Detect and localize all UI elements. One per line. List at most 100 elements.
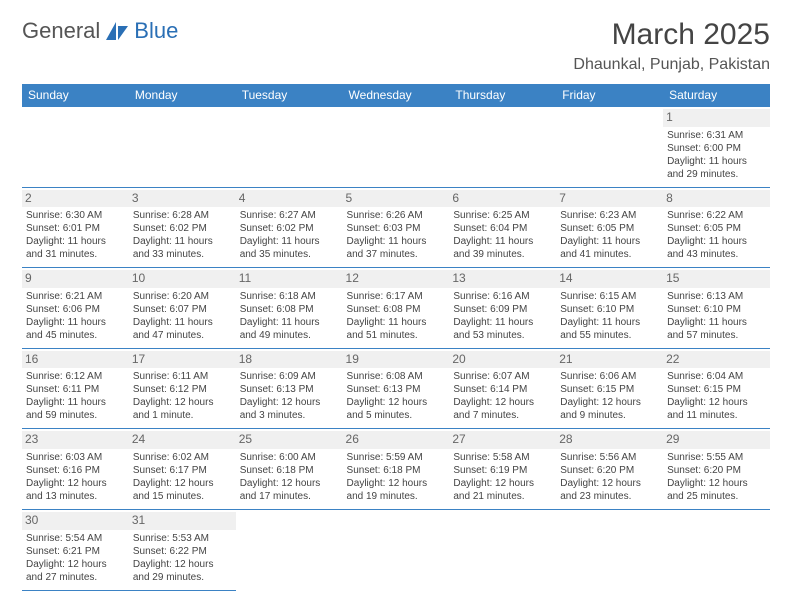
sunset-text: Sunset: 6:10 PM	[560, 303, 659, 316]
day-cell: 31Sunrise: 5:53 AMSunset: 6:22 PMDayligh…	[129, 509, 236, 590]
sunset-text: Sunset: 6:05 PM	[667, 222, 766, 235]
daylight-text: Daylight: 12 hours and 19 minutes.	[347, 477, 446, 503]
sunrise-text: Sunrise: 5:54 AM	[26, 532, 125, 545]
day-number: 25	[236, 431, 343, 449]
day-cell: 29Sunrise: 5:55 AMSunset: 6:20 PMDayligh…	[663, 429, 770, 510]
day-number: 3	[129, 190, 236, 208]
day-number: 16	[22, 351, 129, 369]
day-number: 24	[129, 431, 236, 449]
day-cell: 14 Sunrise: 6:15 AMSunset: 6:10 PMDayligh…	[556, 268, 663, 349]
day-cell: 27Sunrise: 5:58 AMSunset: 6:19 PMDayligh…	[449, 429, 556, 510]
empty-cell	[449, 509, 556, 590]
week-row: 2Sunrise: 6:30 AMSunset: 6:01 PMDaylight…	[22, 187, 770, 268]
sunrise-text: Sunrise: 6:09 AM	[240, 370, 339, 383]
day-cell: 21Sunrise: 6:06 AMSunset: 6:15 PMDayligh…	[556, 348, 663, 429]
day-cell: 8Sunrise: 6:22 AMSunset: 6:05 PMDaylight…	[663, 187, 770, 268]
calendar-table: SundayMondayTuesdayWednesdayThursdayFrid…	[22, 84, 770, 591]
day-cell: 28Sunrise: 5:56 AMSunset: 6:20 PMDayligh…	[556, 429, 663, 510]
sunset-text: Sunset: 6:05 PM	[560, 222, 659, 235]
day-number: 28	[556, 431, 663, 449]
day-cell: 9Sunrise: 6:21 AMSunset: 6:06 PMDaylight…	[22, 268, 129, 349]
sunset-text: Sunset: 6:07 PM	[133, 303, 232, 316]
empty-cell	[343, 509, 450, 590]
daylight-text: Daylight: 11 hours and 35 minutes.	[240, 235, 339, 261]
day-cell: 24Sunrise: 6:02 AMSunset: 6:17 PMDayligh…	[129, 429, 236, 510]
day-cell: 5Sunrise: 6:26 AMSunset: 6:03 PMDaylight…	[343, 187, 450, 268]
day-number: 13	[449, 270, 556, 288]
sunrise-text: Sunrise: 6:12 AM	[26, 370, 125, 383]
day-cell: 26Sunrise: 5:59 AMSunset: 6:18 PMDayligh…	[343, 429, 450, 510]
day-number: 2	[22, 190, 129, 208]
day-number: 29	[663, 431, 770, 449]
logo-sail-icon	[104, 20, 130, 42]
day-number: 8	[663, 190, 770, 208]
sunset-text: Sunset: 6:08 PM	[240, 303, 339, 316]
day-number: 6	[449, 190, 556, 208]
sunset-text: Sunset: 6:16 PM	[26, 464, 125, 477]
daylight-text: Daylight: 12 hours and 17 minutes.	[240, 477, 339, 503]
day-number: 15	[663, 270, 770, 288]
day-cell: 15Sunrise: 6:13 AMSunset: 6:10 PMDayligh…	[663, 268, 770, 349]
sunset-text: Sunset: 6:20 PM	[560, 464, 659, 477]
day-cell: 19Sunrise: 6:08 AMSunset: 6:13 PMDayligh…	[343, 348, 450, 429]
sunset-text: Sunset: 6:02 PM	[240, 222, 339, 235]
day-number: 9	[22, 270, 129, 288]
day-cell: 23Sunrise: 6:03 AMSunset: 6:16 PMDayligh…	[22, 429, 129, 510]
day-number: 5	[343, 190, 450, 208]
day-number: 26	[343, 431, 450, 449]
sunset-text: Sunset: 6:18 PM	[347, 464, 446, 477]
month-title: March 2025	[573, 18, 770, 52]
sunset-text: Sunset: 6:19 PM	[453, 464, 552, 477]
day-number: 14	[556, 270, 663, 288]
empty-cell	[663, 509, 770, 590]
logo: General Blue	[22, 18, 178, 44]
sunrise-text: Sunrise: 6:27 AM	[240, 209, 339, 222]
day-header: Thursday	[449, 84, 556, 107]
sunrise-text: Sunrise: 6:25 AM	[453, 209, 552, 222]
sunrise-text: Sunrise: 6:18 AM	[240, 290, 339, 303]
day-cell: 18Sunrise: 6:09 AMSunset: 6:13 PMDayligh…	[236, 348, 343, 429]
daylight-text: Daylight: 11 hours and 33 minutes.	[133, 235, 232, 261]
sunset-text: Sunset: 6:13 PM	[347, 383, 446, 396]
empty-cell	[556, 107, 663, 188]
day-cell: 20Sunrise: 6:07 AMSunset: 6:14 PMDayligh…	[449, 348, 556, 429]
location-text: Dhaunkal, Punjab, Pakistan	[573, 56, 770, 74]
week-row: 16Sunrise: 6:12 AMSunset: 6:11 PM Dayligh…	[22, 348, 770, 429]
daylight-text: Daylight: 11 hours and 43 minutes.	[667, 235, 766, 261]
sunrise-text: Sunrise: 5:58 AM	[453, 451, 552, 464]
daylight-text: Daylight: 12 hours and 3 minutes.	[240, 396, 339, 422]
week-row: 30Sunrise: 5:54 AMSunset: 6:21 PMDayligh…	[22, 509, 770, 590]
sunset-text: Sunset: 6:11 PM	[26, 383, 125, 396]
sunrise-text: Sunrise: 6:02 AM	[133, 451, 232, 464]
sunrise-text: Sunrise: 5:56 AM	[560, 451, 659, 464]
sunrise-text: Sunrise: 6:31 AM	[667, 129, 766, 142]
day-cell: 2Sunrise: 6:30 AMSunset: 6:01 PMDaylight…	[22, 187, 129, 268]
empty-cell	[129, 107, 236, 188]
sunset-text: Sunset: 6:18 PM	[240, 464, 339, 477]
daylight-text: Daylight: 12 hours and 9 minutes.	[560, 396, 659, 422]
day-cell: 13Sunrise: 6:16 AMSunset: 6:09 PMDayligh…	[449, 268, 556, 349]
logo-text-general: General	[22, 18, 100, 44]
day-header-row: SundayMondayTuesdayWednesdayThursdayFrid…	[22, 84, 770, 107]
daylight-text: Daylight: 12 hours and 5 minutes.	[347, 396, 446, 422]
day-cell: 4Sunrise: 6:27 AMSunset: 6:02 PMDaylight…	[236, 187, 343, 268]
sunset-text: Sunset: 6:08 PM	[347, 303, 446, 316]
daylight-text: Daylight: 11 hours and 57 minutes.	[667, 316, 766, 342]
sunrise-text: Sunrise: 5:53 AM	[133, 532, 232, 545]
daylight-text: Daylight: 12 hours and 13 minutes.	[26, 477, 125, 503]
day-number: 11	[236, 270, 343, 288]
daylight-text: Daylight: 11 hours and 55 minutes.	[560, 316, 659, 342]
day-cell: 7Sunrise: 6:23 AMSunset: 6:05 PMDaylight…	[556, 187, 663, 268]
sunset-text: Sunset: 6:20 PM	[667, 464, 766, 477]
header: General Blue March 2025 Dhaunkal, Punjab…	[22, 18, 770, 74]
day-cell: 3Sunrise: 6:28 AMSunset: 6:02 PMDaylight…	[129, 187, 236, 268]
sunrise-text: Sunrise: 6:15 AM	[560, 290, 659, 303]
sunrise-text: Sunrise: 6:26 AM	[347, 209, 446, 222]
day-cell: 6Sunrise: 6:25 AMSunset: 6:04 PMDaylight…	[449, 187, 556, 268]
sunrise-text: Sunrise: 5:55 AM	[667, 451, 766, 464]
day-number: 12	[343, 270, 450, 288]
empty-cell	[236, 509, 343, 590]
day-number: 23	[22, 431, 129, 449]
day-header: Sunday	[22, 84, 129, 107]
daylight-text: Daylight: 12 hours and 7 minutes.	[453, 396, 552, 422]
